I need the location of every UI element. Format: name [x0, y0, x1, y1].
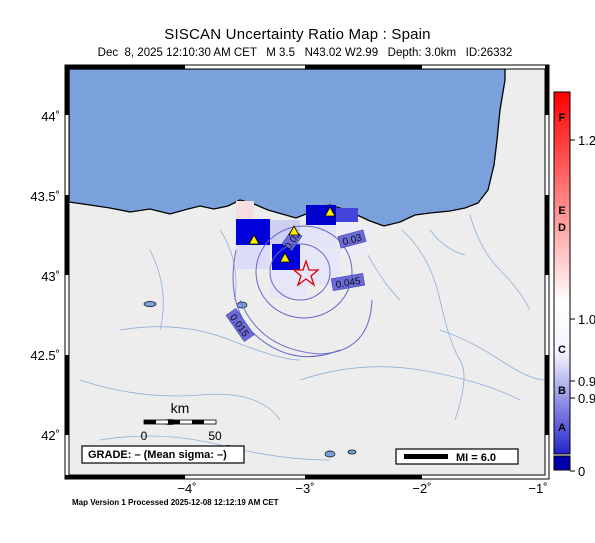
river-network [79, 214, 545, 461]
colorbar-value: 0 [578, 464, 585, 479]
scale-tick: 0 [141, 429, 148, 443]
grade-letter: D [558, 222, 566, 234]
grade-letter: C [558, 344, 566, 356]
colorbar-value: 0.9 [578, 391, 595, 406]
longitude-labels: −4˚ −3˚ −2˚ −1˚ [177, 481, 547, 496]
latitude-labels: 44˚ 43.5˚ 43˚ 42.5˚ 42˚ [30, 109, 60, 443]
page-title: SISCAN Uncertainty Ratio Map : Spain [164, 26, 431, 43]
map-footer: Map Version 1 Processed 2025-12-08 12:12… [72, 498, 279, 507]
lat-label: 43.5˚ [30, 189, 60, 204]
grade-letter: B [558, 385, 566, 397]
lon-label: −1˚ [528, 481, 547, 496]
mi-text: MI = 6.0 [456, 452, 496, 464]
station-triangle-icon [324, 206, 336, 217]
map-area: 0.03 0.03 0.045 0.015 [69, 69, 545, 475]
lat-label: 44˚ [41, 109, 60, 124]
colorbar-value: 1.2 [578, 133, 595, 148]
lat-label: 43˚ [41, 269, 60, 284]
contour-label: 0.03 [342, 233, 364, 249]
station-markers [248, 206, 336, 263]
colorbar-value: 1.0 [578, 312, 595, 327]
grade-letter: F [559, 112, 566, 124]
scale-bar: km 0 50 [141, 400, 222, 443]
lat-label: 42˚ [41, 428, 60, 443]
colorbar-below-swatch [553, 455, 571, 471]
lon-label: −3˚ [295, 481, 314, 496]
station-triangle-icon [279, 252, 291, 263]
lat-label: 42.5˚ [30, 348, 60, 363]
colorbar: F E D C B A 1.2 1.0 0.9 0.9 0 [553, 91, 595, 479]
grade-letter: A [558, 422, 566, 434]
grade-box: GRADE: – (Mean sigma: –) [81, 445, 245, 464]
sea-area [69, 69, 506, 227]
lon-label: −4˚ [177, 481, 196, 496]
colorbar-value: 0.9 [578, 374, 595, 389]
grade-letter: E [558, 205, 565, 217]
event-subtitle: Dec 8, 2025 12:10:30 AM CET M 3.5 N43.02… [97, 47, 513, 59]
scale-tick: 50 [208, 429, 222, 443]
epicenter-star-icon [292, 258, 320, 287]
map-frame [64, 64, 550, 480]
lon-label: −2˚ [412, 481, 431, 496]
contour-label: 0.045 [335, 276, 362, 291]
station-triangle-icon [288, 225, 300, 236]
mi-legend: MI = 6.0 [395, 448, 519, 465]
grade-text: GRADE: – (Mean sigma: –) [88, 449, 227, 461]
station-triangle-icon [248, 234, 260, 245]
scale-unit: km [171, 400, 190, 416]
